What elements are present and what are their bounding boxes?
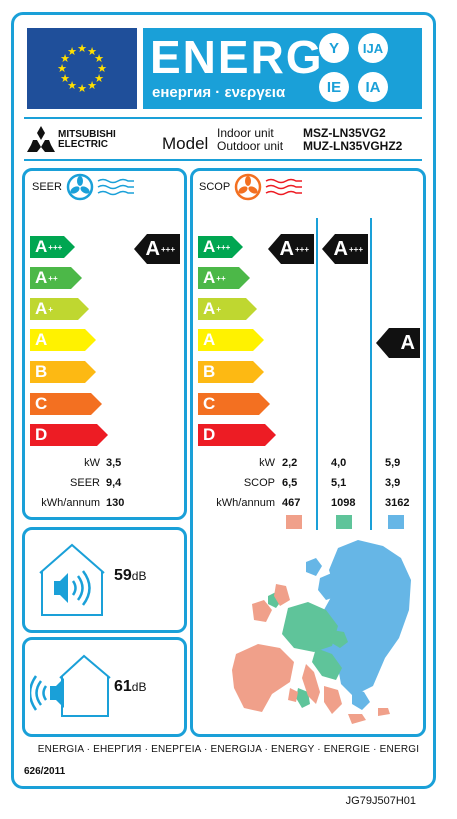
seer-scale-d: D [30,424,108,446]
scop-warmer-kwh: 467 [282,497,301,509]
seer-row-value-seer: 9,4 [106,477,122,489]
scop-colder-scop: 3,9 [385,477,401,489]
scop-scale-aplus: A + [198,298,257,320]
unit-names: Indoor unit Outdoor unit [217,126,284,153]
scop-scale-a3plus: A +++ [198,236,243,258]
seer-scale-a3plus: A +++ [30,236,75,258]
model-label: Model [162,134,209,153]
model-divider [24,159,422,161]
climate-swatch-colder [388,515,404,529]
scop-column-divider-2 [370,218,372,530]
lang-badge-y: Y [319,33,349,63]
energy-subtitle: енергия · ενεργεια [152,84,286,101]
scop-scale-c: C [198,393,270,415]
seer-row-label-seer: SEER [70,477,100,489]
scop-average-scop: 5,1 [331,477,347,489]
seer-row-label-kwh: kWh/annum [41,497,100,509]
seer-scale-a: A [30,329,96,351]
svg-text:★: ★ [97,62,107,75]
svg-text:★: ★ [67,79,77,92]
footer-languages: ENERGIA · ЕНЕРГИЯ · ΕΝΕΡΓΕΙΑ · ENERGIJA … [37,744,420,755]
seer-scale-aplus: A + [30,298,89,320]
indoor-noise-value: 59dB [114,567,147,584]
scop-colder-kw: 5,9 [385,457,401,469]
regulation-number: 626/2011 [24,766,66,777]
climate-swatch-warmer [286,515,302,529]
scop-warmer-kw: 2,2 [282,457,298,469]
seer-scale-a2plus: A ++ [30,267,82,289]
svg-text:★: ★ [77,42,87,55]
lang-badge-ie: IE [319,72,349,102]
outdoor-noise-value: 61dB [114,678,147,695]
seer-title: SEER [32,181,62,193]
seer-row-value-kw: 3,5 [106,457,122,469]
heating-fan-icon [234,173,302,201]
seer-row-value-kwh: 130 [106,497,125,509]
cooling-fan-icon [66,173,134,201]
eu-stars-icon: ★ ★★★ ★★★★ ★★★★ [57,42,107,95]
scop-row-label-kwh: kWh/annum [216,497,275,509]
seer-panel [22,168,187,520]
scop-column-divider-1 [316,218,318,530]
header-divider [24,117,422,119]
climate-swatch-average [336,515,352,529]
brand-name: MITSUBISHI ELECTRIC [58,129,116,150]
scop-scale-d: D [198,424,276,446]
indoor-speaker-house-icon [39,543,105,616]
svg-text:★: ★ [94,72,104,85]
scop-title: SCOP [199,181,231,193]
svg-text:★: ★ [60,72,70,85]
svg-text:★: ★ [87,79,97,92]
seer-scale-c: C [30,393,102,415]
svg-text:★: ★ [57,62,67,75]
scop-row-label-scop: SCOP [243,477,275,489]
scop-warmer-scop: 6,5 [282,477,298,489]
scop-scale-b: B [198,361,264,383]
scop-scale-a: A [198,329,264,351]
scop-average-kwh: 1098 [331,497,356,509]
lang-badge-ija: IJA [358,33,388,63]
mitsubishi-diamonds-icon [27,126,55,152]
svg-text:★: ★ [94,52,104,65]
eu-flag: ★ ★ ★ ★ ★ ★ ★ ★ ★ ★ ★ ★ [27,28,137,109]
scop-row-label-kw: kW [259,457,275,469]
energy-title: ENERG [150,31,324,83]
scop-scale-a2plus: A ++ [198,267,250,289]
outdoor-speaker-house-icon [30,654,111,717]
seer-scale-b: B [30,361,96,383]
svg-text:★: ★ [67,45,77,58]
outdoor-noise-panel [22,637,187,737]
scop-average-kw: 4,0 [331,457,347,469]
document-code: JG79J507H01 [345,795,416,807]
svg-text:★: ★ [77,82,87,95]
europe-climate-map [232,540,411,724]
seer-row-label-kw: kW [84,457,100,469]
unit-codes: MSZ-LN35VG2 MUZ-LN35VGHZ2 [303,126,403,153]
lang-badge-ia: IA [358,72,388,102]
svg-text:★: ★ [60,52,70,65]
scop-colder-kwh: 3162 [385,497,410,509]
svg-text:★: ★ [87,45,97,58]
